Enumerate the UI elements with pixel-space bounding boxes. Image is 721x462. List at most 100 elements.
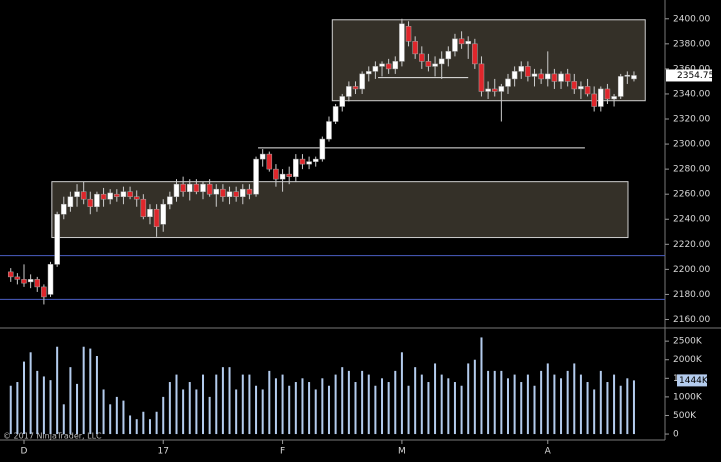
volume-bar [202,374,205,435]
candle-body [624,74,631,77]
volume-bar [274,378,277,435]
candle-body [279,173,286,180]
volume-bar [148,419,151,435]
y-tick-label: 0 [673,430,679,440]
y-tick-label: 2200.00 [673,265,710,275]
volume-bar [453,382,456,435]
candle-body [511,71,518,80]
volume-bar [42,376,45,435]
volume-bar [109,404,112,435]
y-tick-label: 2000K [673,355,703,365]
candle-body [100,193,107,200]
volume-bar [427,382,430,435]
candle-body [564,73,571,82]
candle-body [41,286,47,298]
volume-bar [56,346,59,435]
candle-body [47,264,54,295]
y-tick-label: 2300.00 [673,140,710,150]
y-tick-label: 2280.00 [673,165,710,175]
candle-body [226,191,233,197]
candle-body [153,208,160,228]
volume-bar [473,359,476,435]
volume-bar [62,404,65,435]
zone-rectangle [51,181,629,239]
candle-body [498,86,505,92]
volume-bar [23,361,25,435]
volume-bar [526,374,529,435]
volume-bar [162,396,165,435]
candle-body [419,53,425,62]
candle-body [432,63,438,67]
candle-body [133,196,140,200]
volume-bar [115,396,118,435]
volume-bar [467,363,470,435]
copyright: © 2017 NinjaTrader, LLC [3,432,102,441]
volume-bar [573,363,576,435]
y-tick-label: 500K [673,411,697,421]
volume-bar [129,415,132,435]
volume-bar [215,374,218,435]
candle-body [346,86,352,97]
candle-body [200,183,206,192]
candle-body [571,81,578,90]
x-tick-label: A [545,447,552,457]
volume-bar [414,367,417,435]
candle-body [167,196,173,205]
y-tick-label: 2340.00 [673,89,710,99]
volume-bar [314,389,317,435]
y-tick-label: 1000K [673,392,703,402]
volume-bar [334,374,337,435]
volume-bar [533,385,536,435]
volume-bar [208,396,211,435]
candle-body [94,193,100,207]
zone-rectangle [331,19,646,102]
x-tick-label: D [21,447,28,457]
candle-body [399,23,405,62]
x-tick-label: 17 [158,447,169,457]
last-price-label: 2354.75 [677,71,714,81]
candle-body [213,188,220,195]
y-tick-label: 2400.00 [673,14,710,24]
candle-body [173,183,180,197]
candle-body [372,66,379,72]
candle-body [246,188,253,195]
last-volume-label: 1444K [679,376,709,386]
volume-bar [566,370,569,435]
candle-body [233,191,239,197]
candle-body [240,188,246,197]
y-tick-label: 2220.00 [673,240,710,250]
y-tick-label: 2500K [673,337,703,347]
volume-bar [493,370,496,435]
volume-bar [248,374,251,435]
volume-bar [235,389,238,435]
candle-body [147,208,153,217]
volume-bar [69,367,72,435]
candle-body [306,161,312,165]
volume-bar [460,385,463,435]
volume-bar [95,356,98,435]
candle-body [7,271,14,278]
volume-bar [560,378,563,435]
candle-body [392,61,399,70]
candle-body [458,38,465,45]
volume-bar [268,370,271,435]
volume-bar [301,378,304,435]
candle-body [558,73,564,82]
volume-bar [195,389,198,435]
candle-body [352,86,359,90]
candle-body [631,75,637,80]
volume-bar [447,378,450,435]
volume-bar [354,382,357,435]
candle-body [551,73,558,82]
candle-body [259,153,266,160]
candle-body [379,63,385,67]
volume-bar [142,411,145,435]
y-tick-label: 2360.00 [673,64,710,74]
volume-bar [89,348,92,435]
volume-bar [347,370,350,435]
candle-body [505,78,511,87]
volume-bar [76,383,79,435]
candle-body [405,26,412,42]
volume-bar [221,367,224,435]
candle-body [266,153,273,170]
